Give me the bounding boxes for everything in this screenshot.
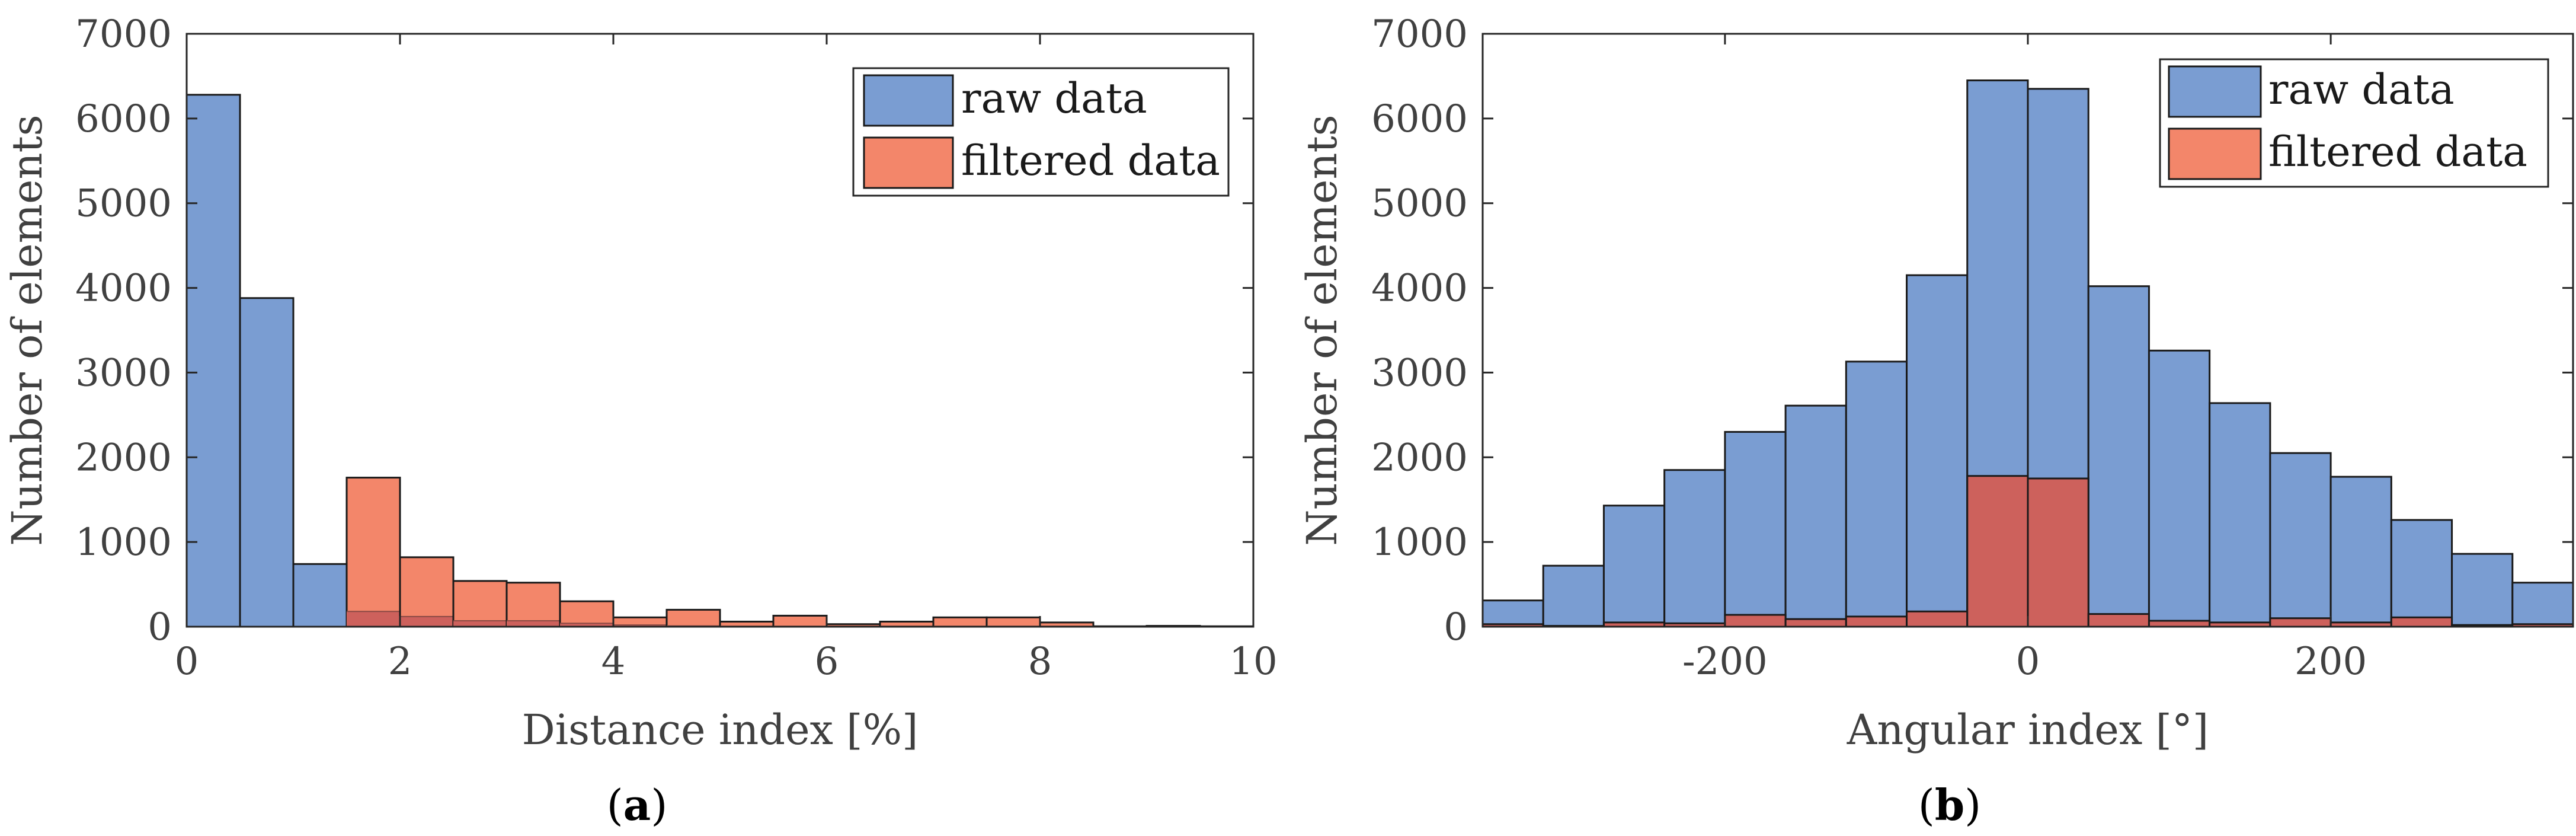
filtered-bar xyxy=(345,477,401,628)
raw-bar xyxy=(1481,599,1544,628)
filtered-bar xyxy=(2269,617,2332,628)
raw-bar xyxy=(2329,476,2392,628)
raw-bars-b xyxy=(1481,79,2574,628)
raw-bar xyxy=(1784,404,1847,628)
ticks-a: 0 2 4 6 8 10 0 1000 2000 3000 4000 5000 6000 7000 xyxy=(75,12,1278,684)
raw-bar xyxy=(1845,360,1908,628)
caption-letter-a: a xyxy=(623,780,651,830)
x-axis-label-b: Angular index [°] xyxy=(1847,706,2209,754)
raw-bar xyxy=(1663,469,1726,628)
x-axis-label-a: Distance index [%] xyxy=(522,706,919,754)
legend-swatch-filtered-a xyxy=(863,136,954,189)
overlap-bar xyxy=(347,611,400,627)
filtered-bar xyxy=(2390,616,2453,628)
legend-a: raw data filtered data xyxy=(852,67,1230,197)
x-tick-label: 4 xyxy=(601,640,626,684)
filtered-bar xyxy=(505,582,561,628)
y-axis-label-a: Number of elements xyxy=(3,114,52,545)
raw-bar xyxy=(2451,553,2514,628)
legend-label-raw-a: raw data xyxy=(961,74,1147,123)
filtered-bar xyxy=(985,616,1041,628)
y-tick-label: 1000 xyxy=(75,521,172,564)
y-tick-label: 5000 xyxy=(1371,182,1468,226)
filtered-bar xyxy=(665,608,721,628)
filtered-bar xyxy=(932,616,988,628)
legend-label-raw-b: raw data xyxy=(2268,65,2455,114)
overlap-bar xyxy=(453,621,507,627)
overlap-bar xyxy=(507,621,560,627)
raw-bar xyxy=(1542,564,1605,628)
y-tick-label: 4000 xyxy=(75,267,172,311)
y-axis-label-b: Number of elements xyxy=(1298,114,1346,545)
caption-a: (a) xyxy=(607,780,668,830)
filtered-bar xyxy=(1784,618,1847,628)
y-tick-label: 7000 xyxy=(75,12,172,56)
y-tick-label: 3000 xyxy=(75,351,172,395)
y-tick-label: 7000 xyxy=(1371,12,1468,56)
filtered-bar xyxy=(772,614,828,628)
y-tick-label: 4000 xyxy=(1371,267,1468,311)
x-tick-label: 0 xyxy=(175,640,199,684)
y-tick-label: 6000 xyxy=(75,97,172,141)
raw-bar xyxy=(2511,582,2574,628)
x-tick-label: 200 xyxy=(2295,640,2367,684)
x-tick-label: 6 xyxy=(815,640,839,684)
filtered-bar xyxy=(1966,475,2029,628)
x-tick-label: 2 xyxy=(388,640,412,684)
raw-bar xyxy=(2390,519,2453,628)
filtered-bar xyxy=(1845,615,1908,628)
legend-label-filtered-a: filtered data xyxy=(961,136,1220,185)
legend-swatch-filtered-b xyxy=(2168,127,2262,180)
x-tick-label: -200 xyxy=(1682,640,1768,684)
caption-b: (b) xyxy=(1918,780,1982,830)
legend-swatch-raw-a xyxy=(863,74,954,127)
overlap-bar xyxy=(560,623,613,627)
filtered-bar xyxy=(1906,610,1969,628)
filtered-bar xyxy=(559,600,615,628)
filtered-bar xyxy=(2027,477,2089,628)
y-tick-label: 6000 xyxy=(1371,97,1468,141)
y-tick-label: 1000 xyxy=(1371,521,1468,564)
raw-bar xyxy=(1602,505,1666,628)
raw-bar xyxy=(185,94,241,628)
raw-bar xyxy=(292,563,348,628)
raw-bar xyxy=(2148,349,2211,628)
filtered-bar xyxy=(1724,614,1787,628)
filtered-bars-a xyxy=(345,477,1095,628)
raw-bar xyxy=(239,297,295,628)
y-tick-label: 2000 xyxy=(1371,436,1468,480)
y-tick-label: 3000 xyxy=(1371,351,1468,395)
y-tick-label: 5000 xyxy=(75,182,172,226)
overlap-bar xyxy=(400,616,453,627)
raw-bar xyxy=(1724,430,1787,628)
x-tick-label: 0 xyxy=(2016,640,2040,684)
plot-frame-a xyxy=(185,33,1255,628)
raw-bar xyxy=(1906,274,1969,628)
raw-bar xyxy=(2087,285,2150,628)
caption-letter-b: b xyxy=(1935,780,1964,830)
y-tick-label: 0 xyxy=(1444,605,1468,649)
raw-bar xyxy=(2209,402,2271,628)
legend-label-filtered-b: filtered data xyxy=(2268,127,2527,176)
filtered-bar xyxy=(2087,613,2150,628)
legend-swatch-raw-b xyxy=(2168,65,2262,118)
x-tick-label: 10 xyxy=(1229,640,1277,684)
y-tick-label: 2000 xyxy=(75,436,172,480)
y-tick-label: 0 xyxy=(148,605,172,649)
raw-bar xyxy=(2269,452,2332,628)
legend-b: raw data filtered data xyxy=(2159,58,2549,188)
panel-a: 0 2 4 6 8 10 0 1000 2000 3000 4000 5000 6000 7000 Dis… xyxy=(3,12,1278,830)
filtered-bar xyxy=(452,580,508,628)
x-tick-label: 8 xyxy=(1028,640,1052,684)
